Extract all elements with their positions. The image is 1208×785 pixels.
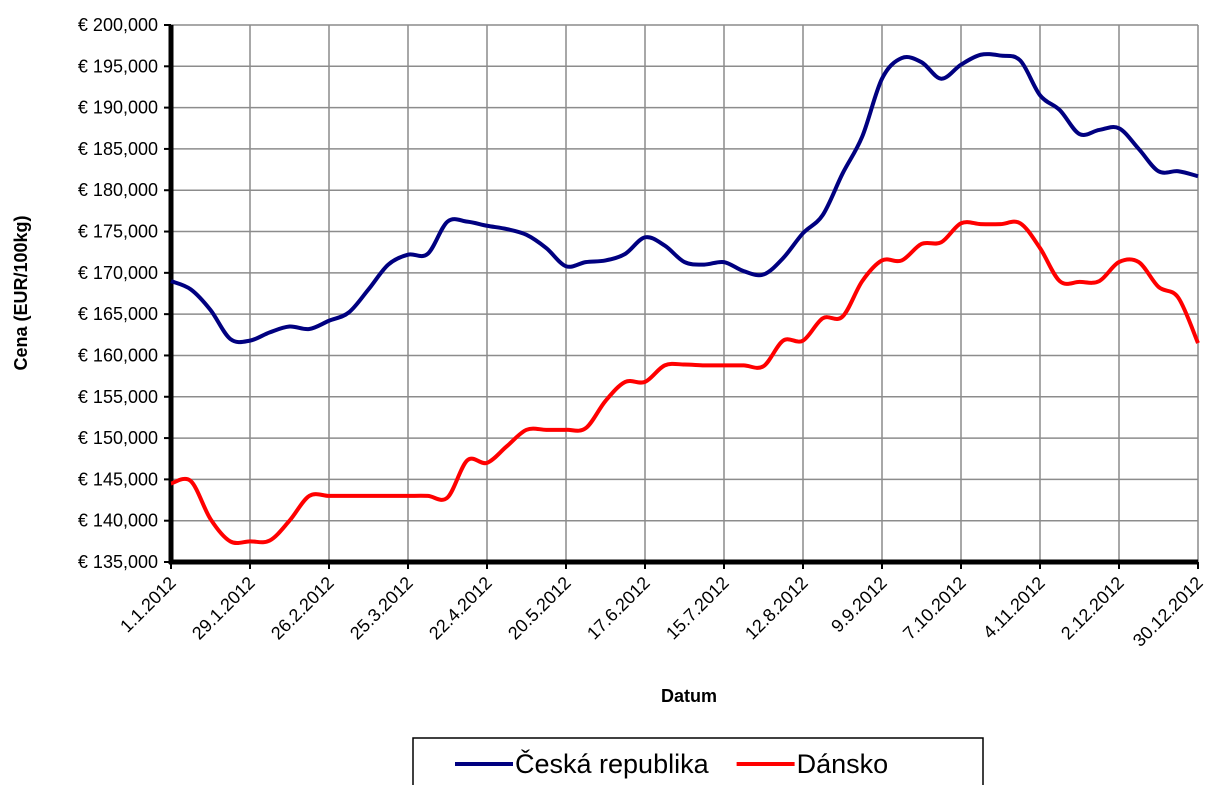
x-tick-label: 26.2.2012 (267, 573, 338, 644)
x-tick-label: 1.1.2012 (116, 573, 180, 637)
x-tick-label: 2.12.2012 (1057, 573, 1128, 644)
x-tick-label: 17.6.2012 (583, 573, 654, 644)
y-tick-label: € 135,000 (78, 552, 158, 572)
y-tick-label: € 180,000 (78, 180, 158, 200)
y-tick-label: € 145,000 (78, 469, 158, 489)
legend-label: Česká republika (515, 748, 710, 779)
x-tick-label: 22.4.2012 (425, 573, 496, 644)
y-tick-label: € 165,000 (78, 304, 158, 324)
x-tick-label: 7.10.2012 (899, 573, 970, 644)
x-tick-label: 30.12.2012 (1129, 573, 1207, 651)
x-tick-label: 20.5.2012 (504, 573, 575, 644)
y-tick-label: € 175,000 (78, 222, 158, 242)
y-tick-label: € 160,000 (78, 345, 158, 365)
x-tick-label: 25.3.2012 (346, 573, 417, 644)
x-tick-label: 29.1.2012 (188, 573, 259, 644)
y-tick-label: € 140,000 (78, 511, 158, 531)
y-tick-label: € 155,000 (78, 387, 158, 407)
x-tick-label: 4.11.2012 (979, 573, 1049, 643)
y-tick-label: € 200,000 (78, 15, 158, 35)
x-tick-label: 9.9.2012 (827, 573, 891, 637)
y-tick-label: € 185,000 (78, 139, 158, 159)
x-axis-title: Datum (661, 686, 717, 706)
y-axis-title: Cena (EUR/100kg) (11, 215, 31, 370)
legend-label: Dánsko (797, 749, 889, 779)
y-tick-label: € 170,000 (78, 263, 158, 283)
legend-box (412, 737, 984, 785)
y-tick-label: € 195,000 (78, 56, 158, 76)
y-tick-label: € 150,000 (78, 428, 158, 448)
x-tick-label: 12.8.2012 (741, 573, 812, 644)
data-line (170, 52, 1199, 345)
y-tick-label: € 190,000 (78, 98, 158, 118)
data-line (170, 219, 1200, 546)
x-tick-label: 15.7.2012 (662, 573, 733, 644)
